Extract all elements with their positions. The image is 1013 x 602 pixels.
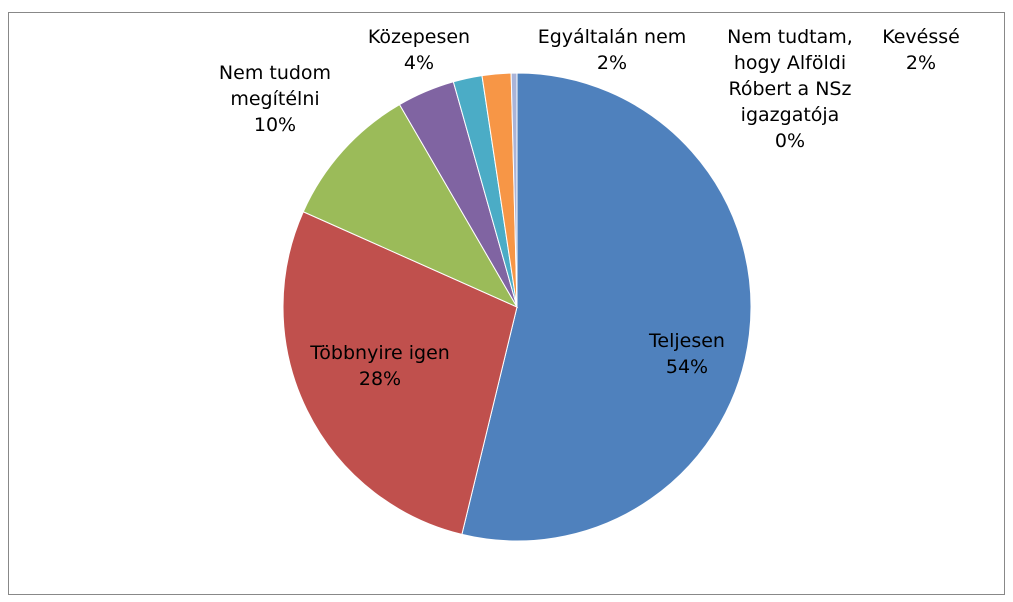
pie-slice bbox=[302, 103, 519, 309]
slice-name: Többnyire igen bbox=[310, 342, 450, 364]
slice-value: 54% bbox=[665, 356, 709, 378]
slice-value: 4% bbox=[403, 52, 435, 74]
slice-label: Nem tudom megítélni 10% bbox=[205, 60, 345, 138]
slice-label: Egyáltalán nem 2% bbox=[522, 24, 702, 76]
slice-label: Teljesen 54% bbox=[617, 328, 757, 380]
slice-value: 10% bbox=[253, 114, 297, 136]
slice-value: 2% bbox=[905, 52, 937, 74]
pie-slice bbox=[510, 72, 518, 308]
slice-name: Közepesen bbox=[367, 26, 471, 48]
slice-label: Többnyire igen 28% bbox=[290, 340, 470, 392]
pie-slice bbox=[282, 211, 518, 536]
pie-slice bbox=[461, 72, 752, 542]
slice-label: Nem tudtam, hogy Alföldi Róbert a NSz ig… bbox=[715, 24, 865, 154]
slice-name: Nem tudtam, hogy Alföldi Róbert a NSz ig… bbox=[727, 26, 853, 126]
slice-name: Kevéssé bbox=[882, 26, 960, 48]
slice-value: 2% bbox=[596, 52, 628, 74]
slice-value: 0% bbox=[774, 130, 806, 152]
slice-label: Közepesen 4% bbox=[359, 24, 479, 76]
slice-value: 28% bbox=[358, 368, 402, 390]
slice-name: Egyáltalán nem bbox=[537, 26, 687, 48]
slice-label: Kevéssé 2% bbox=[871, 24, 971, 76]
slice-name: Teljesen bbox=[649, 330, 725, 352]
slice-name: Nem tudom megítélni bbox=[218, 62, 332, 110]
